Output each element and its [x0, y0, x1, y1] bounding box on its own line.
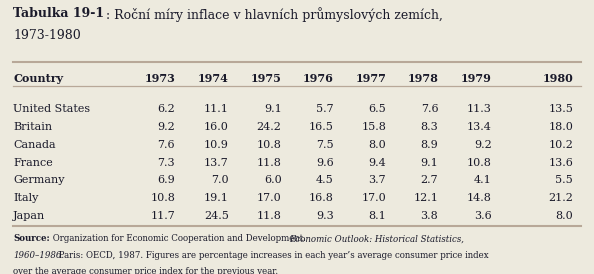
Text: 6.9: 6.9 — [157, 175, 175, 185]
Text: 18.0: 18.0 — [548, 122, 573, 132]
Text: 6.0: 6.0 — [264, 175, 282, 185]
Text: 10.8: 10.8 — [467, 158, 492, 167]
Text: 8.9: 8.9 — [421, 140, 438, 150]
Text: 11.8: 11.8 — [257, 211, 282, 221]
Text: 7.3: 7.3 — [157, 158, 175, 167]
Text: 3.6: 3.6 — [474, 211, 492, 221]
Text: Japan: Japan — [13, 211, 45, 221]
Text: 11.1: 11.1 — [204, 104, 229, 114]
Text: 1977: 1977 — [355, 73, 386, 84]
Text: 5.7: 5.7 — [316, 104, 334, 114]
Text: Tabulka 19-1: Tabulka 19-1 — [13, 7, 104, 20]
Text: 8.0: 8.0 — [555, 211, 573, 221]
Text: Paris: OECD, 1987. Figures are percentage increases in each year’s average consu: Paris: OECD, 1987. Figures are percentag… — [56, 251, 489, 260]
Text: 13.5: 13.5 — [548, 104, 573, 114]
Text: 3.7: 3.7 — [368, 175, 386, 185]
Text: 6.2: 6.2 — [157, 104, 175, 114]
Text: United States: United States — [13, 104, 90, 114]
Text: 1980: 1980 — [542, 73, 573, 84]
Text: 10.2: 10.2 — [548, 140, 573, 150]
Text: 7.0: 7.0 — [211, 175, 229, 185]
Text: 4.5: 4.5 — [316, 175, 334, 185]
Text: 10.8: 10.8 — [257, 140, 282, 150]
Text: Country: Country — [13, 73, 63, 84]
Text: 13.6: 13.6 — [548, 158, 573, 167]
Text: 24.2: 24.2 — [257, 122, 282, 132]
Text: 9.6: 9.6 — [316, 158, 334, 167]
Text: 8.1: 8.1 — [368, 211, 386, 221]
Text: 17.0: 17.0 — [361, 193, 386, 203]
Text: 16.8: 16.8 — [309, 193, 334, 203]
Text: 13.4: 13.4 — [467, 122, 492, 132]
Text: Source:: Source: — [13, 234, 50, 243]
Text: 7.5: 7.5 — [316, 140, 334, 150]
Text: 14.8: 14.8 — [467, 193, 492, 203]
Text: 9.4: 9.4 — [368, 158, 386, 167]
Text: 16.0: 16.0 — [204, 122, 229, 132]
Text: 15.8: 15.8 — [361, 122, 386, 132]
Text: 1960–1986.: 1960–1986. — [13, 251, 64, 260]
Text: 9.2: 9.2 — [157, 122, 175, 132]
Text: France: France — [13, 158, 53, 167]
Text: : Roční míry inflace v hlavních průmyslových zemích,: : Roční míry inflace v hlavních průmyslo… — [106, 7, 443, 22]
Text: Germany: Germany — [13, 175, 65, 185]
Text: 8.3: 8.3 — [421, 122, 438, 132]
Text: 19.1: 19.1 — [204, 193, 229, 203]
Text: Organization for Economic Cooperation and Development.: Organization for Economic Cooperation an… — [50, 234, 308, 243]
Text: Economic Outlook: Historical Statistics,: Economic Outlook: Historical Statistics, — [289, 234, 464, 243]
Text: 3.8: 3.8 — [421, 211, 438, 221]
Text: 12.1: 12.1 — [413, 193, 438, 203]
Text: 17.0: 17.0 — [257, 193, 282, 203]
Text: 1973: 1973 — [144, 73, 175, 84]
Text: 7.6: 7.6 — [157, 140, 175, 150]
Text: 9.3: 9.3 — [316, 211, 334, 221]
Text: 7.6: 7.6 — [421, 104, 438, 114]
Text: Canada: Canada — [13, 140, 56, 150]
Text: 10.8: 10.8 — [150, 193, 175, 203]
Text: 1973-1980: 1973-1980 — [13, 29, 81, 42]
Text: 21.2: 21.2 — [548, 193, 573, 203]
Text: 2.7: 2.7 — [421, 175, 438, 185]
Text: 11.3: 11.3 — [467, 104, 492, 114]
Text: Britain: Britain — [13, 122, 52, 132]
Text: 4.1: 4.1 — [474, 175, 492, 185]
Text: 11.7: 11.7 — [150, 211, 175, 221]
Text: 11.8: 11.8 — [257, 158, 282, 167]
Text: 10.9: 10.9 — [204, 140, 229, 150]
Text: 6.5: 6.5 — [368, 104, 386, 114]
Text: 5.5: 5.5 — [555, 175, 573, 185]
Text: 1974: 1974 — [198, 73, 229, 84]
Text: 13.7: 13.7 — [204, 158, 229, 167]
Text: 16.5: 16.5 — [309, 122, 334, 132]
Text: over the average consumer price index for the previous year.: over the average consumer price index fo… — [13, 267, 278, 274]
Text: 1976: 1976 — [303, 73, 334, 84]
Text: 1975: 1975 — [251, 73, 282, 84]
Text: 1978: 1978 — [407, 73, 438, 84]
Text: Italy: Italy — [13, 193, 39, 203]
Text: 8.0: 8.0 — [368, 140, 386, 150]
Text: 9.2: 9.2 — [474, 140, 492, 150]
Text: 9.1: 9.1 — [264, 104, 282, 114]
Text: 9.1: 9.1 — [421, 158, 438, 167]
Text: 24.5: 24.5 — [204, 211, 229, 221]
Text: 1979: 1979 — [461, 73, 492, 84]
